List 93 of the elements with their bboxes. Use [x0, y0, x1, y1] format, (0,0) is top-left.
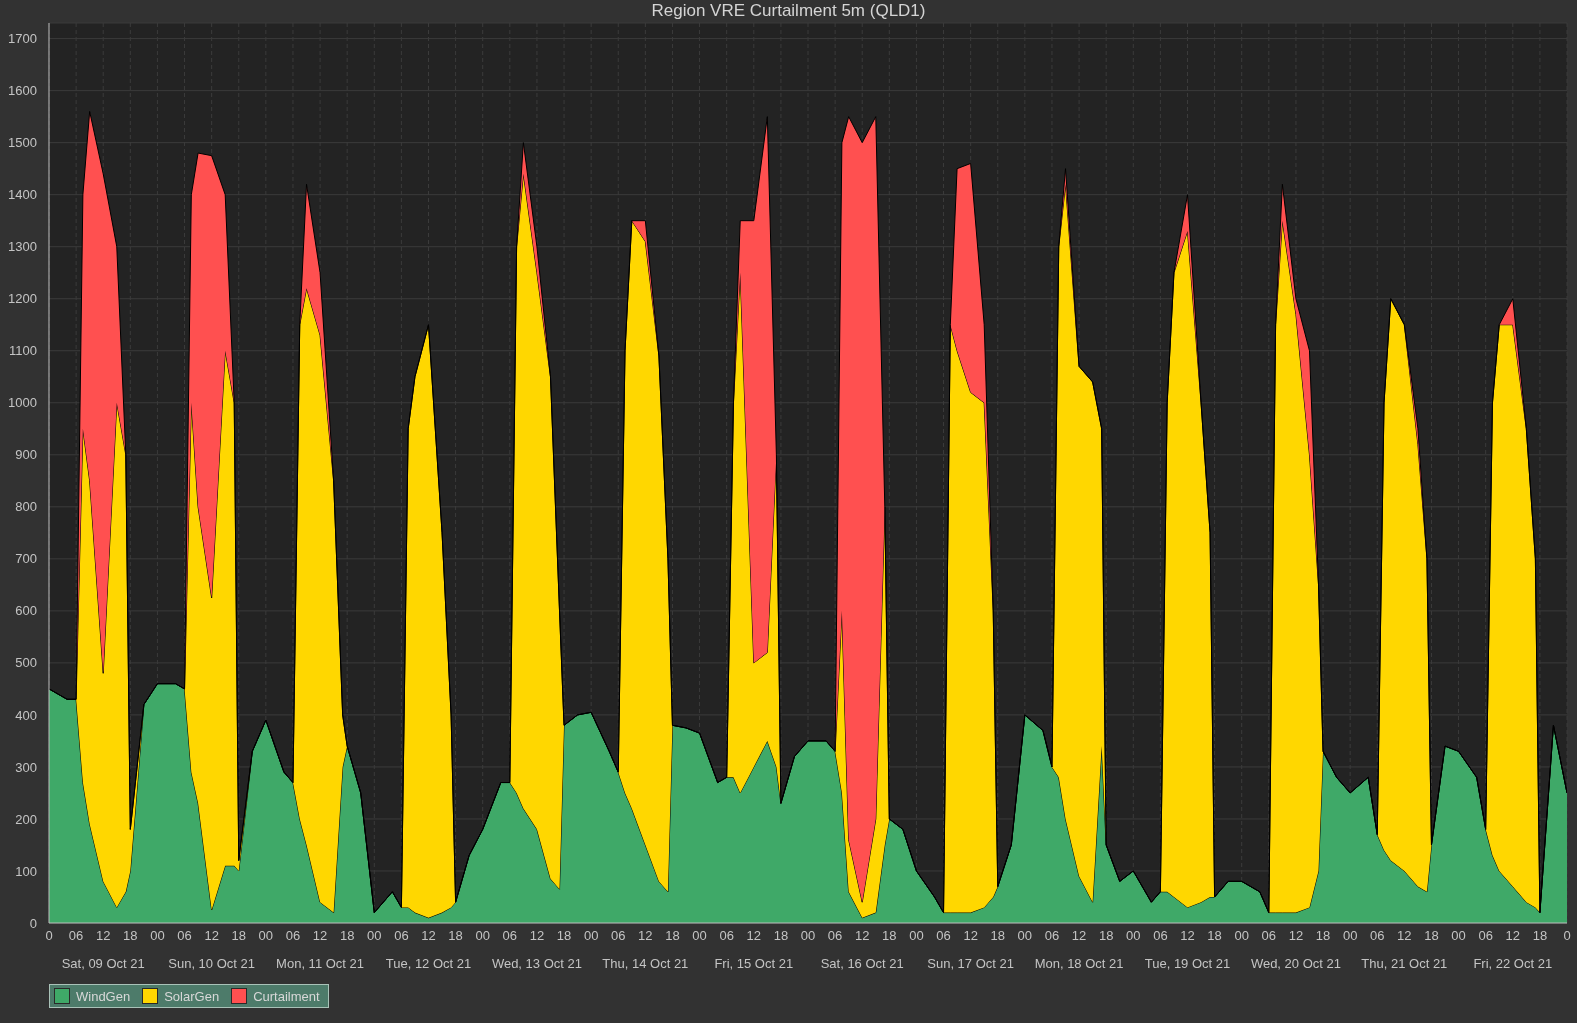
x-tick-label: 06	[1153, 928, 1168, 944]
legend-label: SolarGen	[164, 988, 220, 1004]
y-tick-label: 1200	[8, 291, 37, 307]
x-tick-label: 06	[285, 928, 301, 944]
y-tick-label: 1300	[8, 239, 37, 255]
x-tick-label: 12	[421, 928, 436, 944]
x-tick-label: 12	[746, 928, 762, 944]
x-tick-label: 00	[1126, 928, 1141, 944]
x-tick-label: 00	[1342, 928, 1358, 944]
x-tick-label: 12	[204, 928, 219, 944]
x-tick-label: 12	[854, 928, 870, 944]
x-tick-label: 06	[394, 928, 409, 944]
x-tick-label: 0	[45, 928, 53, 944]
y-tick-label: 500	[15, 655, 37, 671]
x-tick-label: 06	[1044, 928, 1060, 944]
x-tick-label: 06	[502, 928, 518, 944]
x-tick-label: 18	[665, 928, 680, 944]
y-tick-label: 600	[15, 603, 37, 619]
y-tick-label: 1700	[8, 31, 37, 47]
x-tick-label: 12	[312, 928, 328, 944]
x2-tick-label: Sun, 17 Oct 21	[927, 956, 1015, 972]
x-tick-label: 06	[68, 928, 84, 944]
x-tick-label: 12	[95, 928, 111, 944]
x-tick-label: 18	[556, 928, 572, 944]
y-tick-label: 800	[15, 499, 37, 515]
x-tick-label: 00	[1451, 928, 1466, 944]
x2-tick-label: Sun, 10 Oct 21	[168, 956, 256, 972]
x-tick-label: 18	[773, 928, 789, 944]
x2-tick-label: Wed, 20 Oct 21	[1250, 956, 1341, 972]
x-tick-label: 18	[448, 928, 463, 944]
x-tick-label: 00	[1017, 928, 1033, 944]
y-tick-label: 100	[15, 863, 37, 879]
y-tick-label: 1100	[9, 343, 37, 359]
x2-tick-label: Sat, 09 Oct 21	[61, 956, 145, 972]
y-tick-label: 1600	[8, 83, 37, 99]
x2-tick-label: Fri, 22 Oct 21	[1473, 956, 1553, 972]
y-tick-label: 400	[15, 707, 37, 723]
x2-tick-label: Mon, 11 Oct 21	[276, 956, 365, 972]
x2-tick-label: Fri, 15 Oct 21	[714, 956, 794, 972]
x-tick-label: 00	[800, 928, 816, 944]
x-tick-label: 06	[827, 928, 843, 944]
x-tick-label: 00	[909, 928, 924, 944]
y-tick-label: 1400	[8, 187, 37, 203]
x-tick-label: 12	[1397, 928, 1412, 944]
x-tick-label: 06	[1370, 928, 1385, 944]
chart-title: Region VRE Curtailment 5m (QLD1)	[650, 0, 927, 22]
legend-label: Curtailment	[253, 988, 320, 1004]
x-tick-label: 00	[475, 928, 490, 944]
y-tick-label: 1000	[8, 395, 37, 411]
x-tick-label: 18	[339, 928, 355, 944]
x-tick-label: 12	[529, 928, 545, 944]
x-tick-label: 00	[583, 928, 599, 944]
x-tick-label: 06	[719, 928, 734, 944]
x-tick-label: 18	[990, 928, 1005, 944]
x2-tick-label: Thu, 21 Oct 21	[1361, 956, 1448, 972]
x2-tick-label: Tue, 19 Oct 21	[1144, 956, 1231, 972]
x-tick-label: 06	[1478, 928, 1493, 944]
x-tick-label: 00	[258, 928, 274, 944]
x-tick-label: 00	[692, 928, 707, 944]
x-tick-label: 06	[177, 928, 192, 944]
x-tick-label: 18	[1315, 928, 1331, 944]
y-tick-label: 0	[29, 915, 37, 931]
x2-tick-label: Mon, 18 Oct 21	[1034, 956, 1124, 972]
x-tick-label: 12	[1288, 928, 1304, 944]
x-tick-label: 06	[1261, 928, 1277, 944]
x-tick-label: 18	[123, 928, 138, 944]
y-tick-label: 300	[15, 759, 37, 775]
y-tick-label: 900	[15, 447, 37, 463]
y-tick-label: 1500	[8, 135, 37, 151]
x-tick-label: 18	[1532, 928, 1548, 944]
x-tick-label: 0	[1563, 928, 1571, 944]
x-tick-label: 12	[1071, 928, 1087, 944]
x-tick-label: 18	[231, 928, 246, 944]
x-tick-label: 12	[1180, 928, 1195, 944]
x-tick-label: 18	[1424, 928, 1439, 944]
x-tick-label: 06	[611, 928, 626, 944]
x2-tick-label: Tue, 12 Oct 21	[385, 956, 472, 972]
x-tick-label: 00	[150, 928, 165, 944]
x-tick-label: 06	[936, 928, 951, 944]
y-tick-label: 700	[15, 551, 37, 567]
x2-tick-label: Thu, 14 Oct 21	[602, 956, 689, 972]
x-tick-label: 12	[638, 928, 653, 944]
x2-tick-label: Wed, 13 Oct 21	[491, 956, 582, 972]
x-tick-label: 18	[1207, 928, 1222, 944]
legend-label: WindGen	[76, 988, 131, 1004]
x-tick-label: 12	[963, 928, 978, 944]
x-tick-label: 12	[1505, 928, 1521, 944]
x-tick-label: 18	[882, 928, 897, 944]
x-tick-label: 00	[367, 928, 382, 944]
x-tick-label: 18	[1098, 928, 1114, 944]
x-tick-label: 00	[1234, 928, 1249, 944]
y-tick-label: 200	[15, 811, 37, 827]
x2-tick-label: Sat, 16 Oct 21	[820, 956, 904, 972]
